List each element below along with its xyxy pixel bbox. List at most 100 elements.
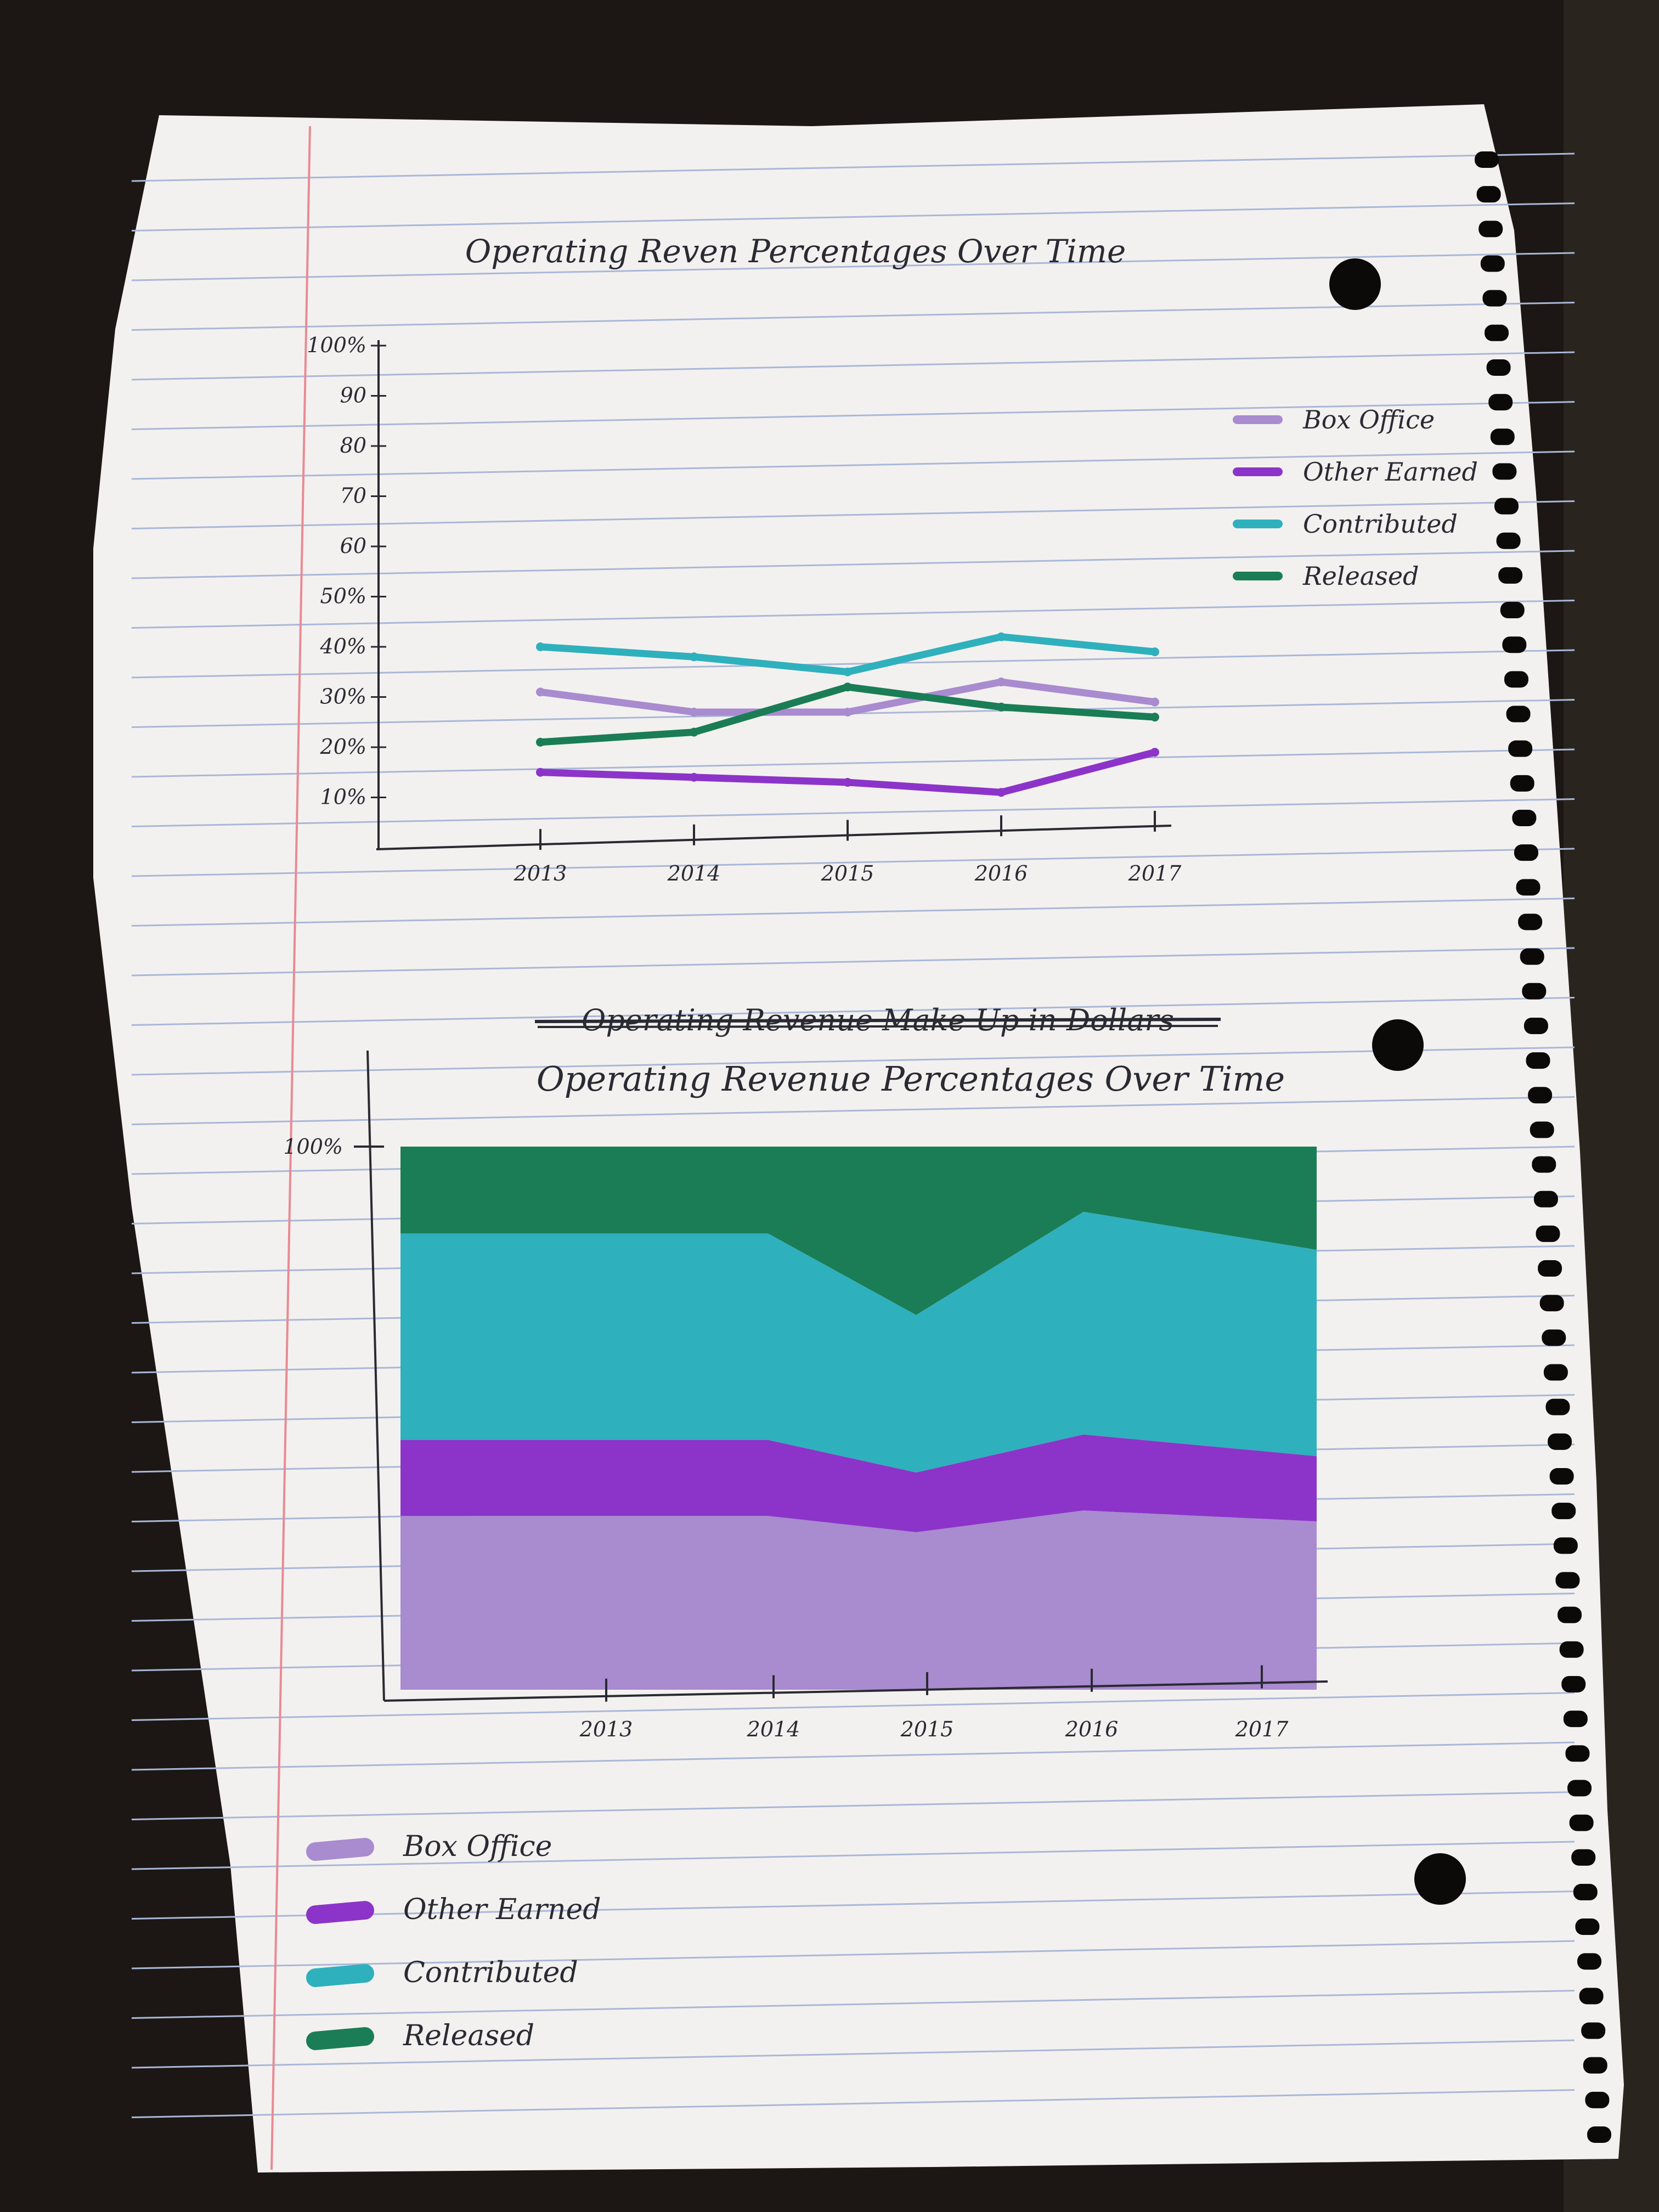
area-chart-y-ticks: 100% — [283, 1135, 384, 1159]
perforation-hole — [1479, 221, 1503, 238]
data-point — [536, 768, 545, 777]
legend-label: Contributed — [403, 1956, 578, 1989]
ruled-line — [131, 1990, 1575, 2019]
perforation-hole — [1498, 567, 1523, 584]
y-tick-label: 50% — [320, 584, 366, 608]
perforation-hole — [1484, 324, 1509, 341]
data-point — [997, 678, 1006, 687]
x-tick-label: 2014 — [667, 861, 721, 885]
y-tick-label: 60 — [340, 534, 366, 558]
perforation-hole — [1538, 1260, 1562, 1277]
line-chart-axes — [376, 340, 1172, 850]
ruled-line — [131, 1940, 1575, 1970]
data-point — [843, 707, 852, 716]
data-point — [690, 652, 698, 662]
perforation-hole — [1583, 2057, 1607, 2074]
legend-label: Other Earned — [403, 1893, 601, 1926]
binder-hole — [1372, 1019, 1424, 1071]
perforation-hole — [1476, 186, 1501, 203]
ruled-line — [131, 1046, 1575, 1076]
perforation-hole — [1549, 1468, 1574, 1485]
perforation-hole — [1536, 1225, 1560, 1242]
ruled-line — [131, 600, 1575, 629]
legend-label: Box Office — [1302, 405, 1435, 435]
ruled-line — [131, 1741, 1575, 1771]
x-tick-label: 2013 — [579, 1717, 633, 1741]
perforation-hole — [1510, 775, 1534, 792]
binder-hole — [1414, 1853, 1466, 1905]
perforation-hole — [1567, 1780, 1592, 1797]
perforation-hole — [1488, 394, 1513, 411]
data-point — [690, 707, 698, 716]
perforation-hole — [1561, 1675, 1586, 1692]
line-chart: Operating Reven Percentages Over Time 10… — [307, 233, 1478, 885]
line-chart-series — [536, 632, 1159, 797]
area-band — [400, 1147, 1317, 1315]
perforation-hole — [1480, 255, 1505, 272]
perforation-hole — [1482, 290, 1507, 307]
strike-through-line — [534, 1018, 1221, 1023]
perforation-hole — [1581, 2022, 1606, 2039]
perforation-hole — [1585, 2091, 1610, 2108]
area-chart-legend: Box Office Other Earned Contributed Release… — [306, 1830, 601, 2052]
perforation-hole — [1533, 1190, 1558, 1207]
line-chart-y-ticks: 10% 20% 30% 40% 50% 60 70 80 90 100% — [307, 333, 386, 809]
ruled-line — [131, 202, 1575, 232]
perforation-hole — [1555, 1572, 1580, 1589]
legend-label: Released — [403, 2019, 534, 2052]
y-tick-label: 70 — [340, 484, 366, 508]
ruled-line — [131, 1096, 1575, 1125]
perforation-hole — [1553, 1537, 1578, 1554]
y-tick-label: 20% — [320, 735, 366, 759]
ruled-line — [131, 351, 1575, 381]
perforation-hole — [1543, 1364, 1568, 1381]
perforation-hole — [1551, 1503, 1576, 1520]
area-chart-x-ticks: 2013 2014 2015 2016 2017 — [579, 1665, 1289, 1741]
perforation-hole — [1516, 879, 1541, 896]
perforation-hole — [1542, 1329, 1566, 1346]
area-chart-axes — [366, 1050, 1328, 1702]
perforation-hole — [1514, 844, 1538, 861]
legend-label: Released — [1302, 561, 1419, 591]
x-axis — [376, 825, 1172, 850]
perforation-hole — [1523, 1017, 1548, 1034]
ruled-lines — [131, 153, 1575, 2118]
ruled-line — [131, 2089, 1575, 2118]
perforation-hole — [1539, 1295, 1564, 1312]
y-tick-label: 10% — [320, 785, 366, 809]
binder-hole — [1329, 258, 1381, 310]
perforation-hole — [1545, 1398, 1570, 1415]
data-point — [536, 687, 545, 697]
ruled-line — [131, 153, 1575, 182]
x-tick-label: 2017 — [1128, 861, 1182, 885]
x-tick-label: 2015 — [900, 1717, 954, 1741]
data-point — [997, 788, 1006, 797]
perforation-hole — [1520, 948, 1544, 965]
ruled-line — [131, 947, 1575, 977]
data-point — [1150, 697, 1159, 707]
legend-label: Other Earned — [1303, 457, 1478, 487]
perforation-hole — [1490, 428, 1515, 445]
strike-through-line — [537, 1025, 1218, 1028]
perforation-hole — [1494, 498, 1519, 515]
perforation-hole — [1504, 671, 1528, 688]
perforation-hole — [1569, 1814, 1594, 1831]
ruled-line — [131, 550, 1575, 579]
perforation-hole — [1575, 1918, 1600, 1936]
ruled-line — [131, 401, 1575, 430]
ruled-line — [131, 252, 1575, 281]
perforation-hole — [1548, 1433, 1572, 1450]
perforation-hole — [1518, 913, 1543, 930]
perforation-hole — [1532, 1156, 1556, 1173]
ruled-line — [131, 649, 1575, 679]
ruled-line — [131, 997, 1575, 1026]
data-point — [997, 702, 1006, 712]
ruled-line — [131, 500, 1575, 529]
margin-line — [270, 126, 311, 2170]
perforation-hole — [1526, 1052, 1550, 1069]
x-tick-label: 2013 — [514, 861, 567, 885]
perforation-hole — [1565, 1745, 1590, 1762]
data-point — [690, 772, 698, 782]
perforation-hole — [1492, 463, 1517, 480]
